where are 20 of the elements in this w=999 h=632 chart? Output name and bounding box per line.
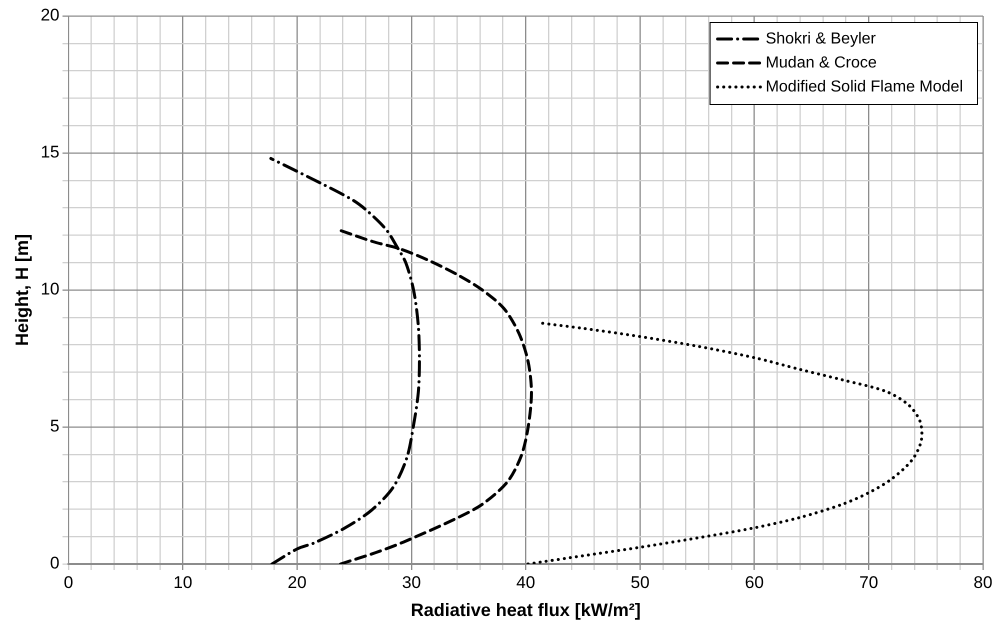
y-tick-label: 5 xyxy=(50,416,60,436)
y-tick-label: 0 xyxy=(50,554,60,573)
x-tick-label: 50 xyxy=(630,572,650,592)
x-tick-label: 30 xyxy=(402,572,421,592)
x-tick-label: 40 xyxy=(516,572,536,592)
y-tick-label: 15 xyxy=(40,142,60,162)
x-tick-label: 60 xyxy=(744,572,764,592)
legend-label: Modified Solid Flame Model xyxy=(766,78,963,96)
legend-label: Mudan & Croce xyxy=(766,54,877,72)
legend-label: Shokri & Beyler xyxy=(766,30,877,48)
x-tick-label: 0 xyxy=(64,572,74,592)
x-axis-title: Radiative heat flux [kW/m²] xyxy=(410,600,641,620)
line-series xyxy=(526,321,924,564)
x-tick-label: 20 xyxy=(288,572,307,592)
y-tick-label: 20 xyxy=(40,6,60,25)
y-tick-label: 10 xyxy=(40,280,60,299)
x-tick-label: 80 xyxy=(974,572,992,592)
y-axis-title: Height, H [m] xyxy=(12,234,32,346)
x-tick-label: 10 xyxy=(173,572,192,592)
x-tick-label: 70 xyxy=(859,572,878,592)
